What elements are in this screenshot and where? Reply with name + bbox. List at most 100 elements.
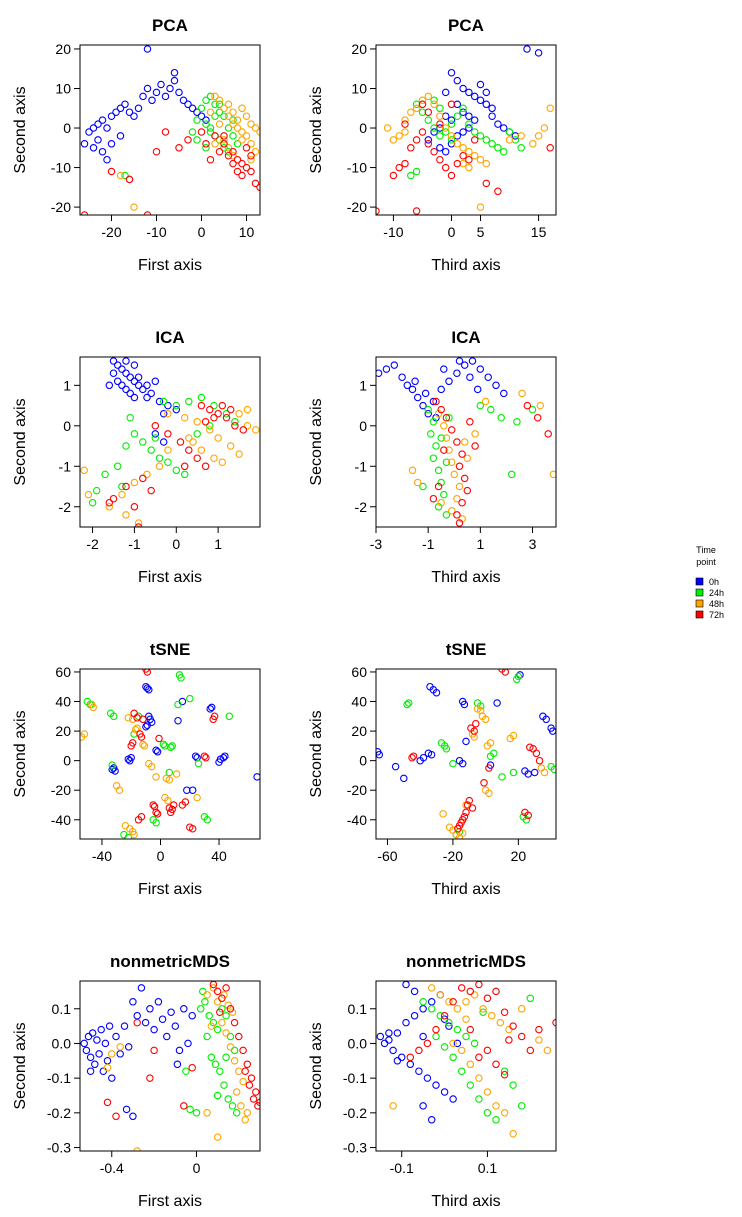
data-point-0h: [427, 750, 436, 759]
data-point-48h: [459, 144, 467, 152]
data-point-72h: [466, 1025, 475, 1034]
data-point-72h: [247, 151, 255, 160]
plot-frame: [79, 44, 261, 216]
data-point-0h: [380, 1039, 389, 1048]
data-point-48h: [243, 1109, 252, 1117]
data-point-24h: [206, 92, 215, 101]
data-point-0h: [155, 397, 164, 406]
data-point-48h: [206, 108, 215, 116]
x-tick-label: -1: [422, 536, 435, 552]
data-point-0h: [492, 381, 500, 390]
data-point-24h: [476, 401, 485, 410]
data-point-48h: [389, 136, 398, 144]
data-point-24h: [229, 132, 237, 140]
data-point-24h: [522, 816, 531, 824]
data-point-48h: [471, 430, 479, 438]
data-point-0h: [410, 987, 419, 996]
data-point-0h: [98, 147, 107, 156]
data-point-24h: [213, 1025, 222, 1034]
data-point-72h: [470, 727, 478, 735]
data-point-48h: [207, 1022, 216, 1030]
data-point-72h: [492, 1060, 500, 1069]
data-point-48h: [215, 96, 224, 105]
data-point-48h: [226, 442, 235, 450]
data-point-0h: [152, 88, 161, 97]
x-tick-label: 0: [157, 848, 165, 864]
data-point-48h: [453, 494, 461, 503]
data-point-72h: [220, 140, 228, 148]
y-tick-label: -2: [59, 499, 72, 515]
data-point-24h: [101, 470, 109, 479]
data-point-0h: [393, 1057, 402, 1065]
data-point-24h: [442, 511, 451, 519]
data-point-24h: [203, 816, 212, 824]
data-point-24h: [436, 104, 444, 113]
data-point-48h: [481, 397, 490, 406]
data-point-72h: [424, 140, 433, 148]
data-point-72h: [213, 987, 222, 996]
data-point-72h: [401, 159, 409, 168]
data-point-0h: [391, 762, 400, 771]
legend-label: 48h: [709, 599, 724, 609]
data-point-72h: [458, 450, 466, 458]
data-point-72h: [112, 1112, 120, 1121]
data-point-48h: [242, 132, 251, 140]
data-point-48h: [447, 458, 456, 466]
x-tick-label: 0.1: [478, 1160, 498, 1176]
data-point-72h: [130, 503, 139, 511]
data-point-0h: [542, 715, 550, 724]
data-point-0h: [462, 737, 470, 746]
data-point-72h: [470, 136, 479, 144]
data-point-24h: [194, 759, 203, 768]
data-point-24h: [230, 1046, 239, 1055]
y-tick-label: -20: [347, 782, 367, 798]
data-point-24h: [188, 128, 197, 136]
data-point-72h: [472, 719, 480, 728]
y-tick-label: 60: [351, 664, 367, 680]
y-tick-label: -1: [59, 458, 72, 474]
data-point-0h: [419, 1032, 427, 1041]
data-point-48h: [463, 454, 472, 462]
data-point-24h: [210, 401, 218, 410]
data-point-48h: [211, 140, 219, 148]
data-point-72h: [389, 171, 398, 180]
data-point-72h: [222, 984, 230, 992]
data-point-24h: [403, 700, 411, 709]
data-point-24h: [215, 100, 224, 109]
data-point-48h: [476, 155, 485, 164]
data-point-0h: [408, 385, 417, 394]
y-tick-label: -0.1: [343, 1070, 367, 1086]
data-point-48h: [408, 466, 417, 475]
data-point-0h: [427, 1116, 436, 1124]
data-point-24h: [92, 486, 101, 495]
panel-2: PCA -10 0 5 15 -20 -10 0 10 20 Third axis Second ax…: [308, 16, 557, 274]
data-point-72h: [245, 1081, 254, 1089]
x-tick-label: -40: [92, 848, 112, 864]
data-point-72h: [523, 401, 532, 410]
data-point-0h: [146, 1005, 154, 1013]
data-point-48h: [479, 1005, 487, 1013]
data-point-24h: [193, 116, 201, 124]
data-point-24h: [418, 108, 427, 116]
y-tick-label: 0.0: [348, 1035, 368, 1051]
data-point-48h: [543, 1046, 552, 1055]
data-point-72h: [500, 1070, 509, 1079]
data-point-72h: [153, 810, 162, 818]
data-point-48h: [235, 1067, 243, 1075]
data-point-0h: [113, 377, 122, 386]
data-point-0h: [88, 1029, 97, 1037]
data-point-72h: [239, 1046, 247, 1055]
x-tick-label: 5: [477, 224, 485, 240]
data-point-48h: [164, 409, 172, 418]
data-point-0h: [202, 116, 210, 124]
data-point-48h: [517, 132, 525, 140]
data-point-48h: [251, 124, 260, 132]
data-point-0h: [188, 1011, 196, 1020]
data-point-72h: [408, 753, 416, 762]
legend-title: point: [696, 557, 716, 567]
data-point-48h: [509, 731, 518, 740]
data-point-24h: [436, 1011, 445, 1020]
data-point-48h: [401, 128, 409, 136]
data-point-24h: [429, 454, 438, 462]
data-point-0h: [470, 92, 479, 101]
